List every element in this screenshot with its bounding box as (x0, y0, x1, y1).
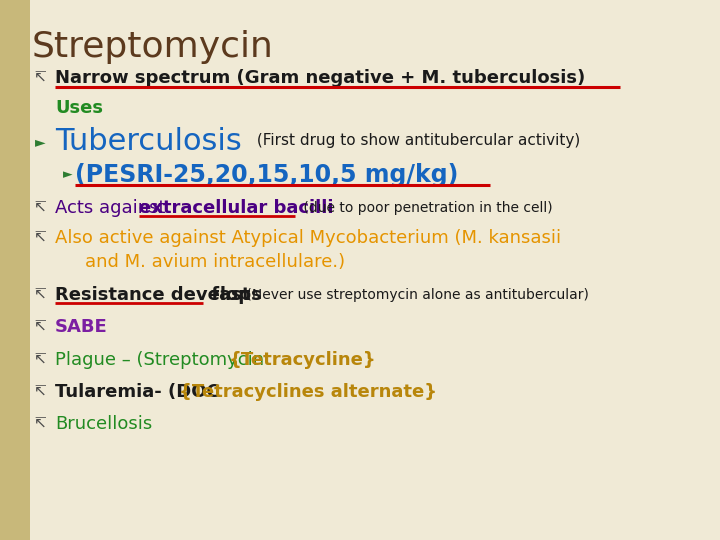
Text: Tuberculosis: Tuberculosis (55, 127, 242, 157)
Text: (due to poor penetration in the cell): (due to poor penetration in the cell) (299, 201, 553, 215)
Text: Uses: Uses (55, 99, 103, 117)
Text: ↸: ↸ (33, 320, 46, 334)
Text: Also active against Atypical Mycobacterium (M. kansasii: Also active against Atypical Mycobacteri… (55, 229, 561, 247)
Text: ↸: ↸ (33, 231, 46, 246)
Text: Resistance develops: Resistance develops (55, 286, 262, 304)
Text: extracellular bacilli: extracellular bacilli (139, 199, 333, 217)
Text: Tularemia- (DOC: Tularemia- (DOC (55, 383, 226, 401)
Text: and M. avium intracellulare.): and M. avium intracellulare.) (85, 253, 345, 271)
Text: ►: ► (35, 135, 45, 149)
Text: fast: fast (205, 286, 251, 304)
Text: Brucellosis: Brucellosis (55, 415, 152, 433)
Text: Acts against: Acts against (55, 199, 171, 217)
Text: Streptomycin: Streptomycin (32, 30, 274, 64)
Text: Narrow spectrum (Gram negative + M. tuberculosis): Narrow spectrum (Gram negative + M. tube… (55, 69, 585, 87)
Text: (First drug to show antitubercular activity): (First drug to show antitubercular activ… (252, 132, 580, 147)
Text: ►: ► (63, 168, 73, 181)
Text: ↸: ↸ (33, 416, 46, 431)
Text: Plague – (Streptomycin: Plague – (Streptomycin (55, 351, 270, 369)
Bar (0, 0, 30, 540)
Text: {Tetracycline}: {Tetracycline} (229, 351, 377, 369)
Text: ↸: ↸ (33, 71, 46, 85)
Text: ↸: ↸ (33, 287, 46, 302)
Text: (PESRI-25,20,15,10,5 mg/kg): (PESRI-25,20,15,10,5 mg/kg) (75, 163, 459, 187)
Text: ↸: ↸ (33, 384, 46, 400)
Text: (Never use streptomycin alone as antitubercular): (Never use streptomycin alone as antitub… (242, 288, 589, 302)
Text: ↸: ↸ (33, 200, 46, 215)
Text: SABE: SABE (55, 318, 108, 336)
Text: ↸: ↸ (33, 353, 46, 368)
Text: {Tetracyclines alternate}: {Tetracyclines alternate} (179, 383, 437, 401)
